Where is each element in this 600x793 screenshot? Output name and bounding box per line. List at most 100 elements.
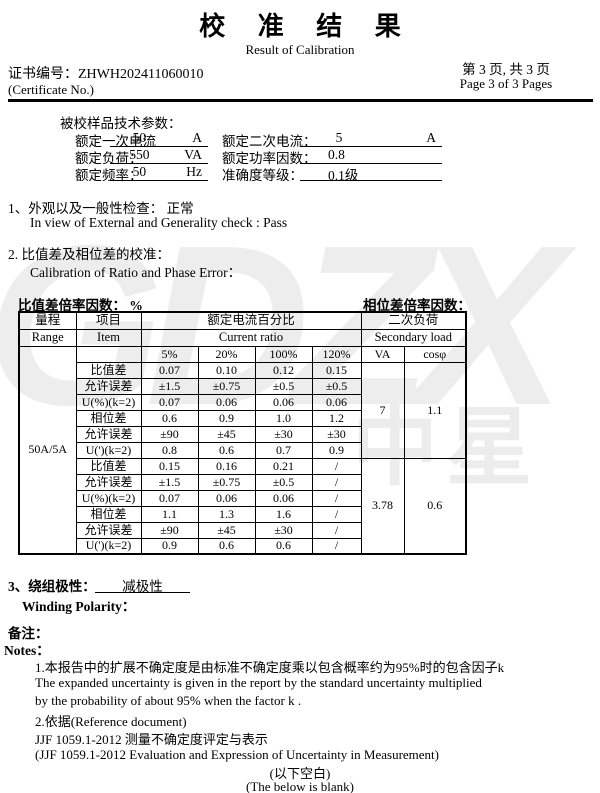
param-label: 额定频率： [75,168,143,183]
param-value: 50 [132,130,147,145]
percent-col-header: 5% [140,345,199,363]
percent-col-header: 100% [254,345,313,363]
param-label: 额定负荷： [75,151,143,166]
value-cell: 1.0 [254,409,313,427]
header-item-en: Item [75,328,142,347]
param-label: 准确度等级： [222,168,303,183]
table-row: U(%)(k=2) 0.07 0.06 0.06 / [19,489,466,507]
item-cell: 允许误差 [75,425,142,443]
certificate-number-label: 证书编号： [8,67,78,82]
value-cell: 0.16 [197,457,256,475]
value-cell: / [311,537,362,555]
header-range-zh: 量程 [18,311,77,330]
table-header-row-en: Range Item Current ratio Secondary load [18,328,467,347]
value-cell: ±30 [254,425,313,443]
note-line: (JJF 1059.1-2012 Evaluation and Expressi… [35,747,439,762]
value-cell: 0.6 [197,441,256,459]
value-cell: 0.21 [254,457,313,475]
param-value-line: 0.8 [300,147,442,164]
table-row: U(')(k=2) 0.8 0.6 0.7 0.9 [19,441,466,459]
section1-title-zh: 1、外观以及一般性检查： 正常 [8,201,194,216]
range-value-cell: 50A/5A [18,345,77,555]
value-cell: ±0.75 [197,473,256,491]
value-cell: 0.9 [197,409,256,427]
table-row: 允许误差 ±90 ±45 ±30 ±30 [19,425,466,443]
value-cell: 0.07 [140,393,199,411]
value-cell: 1.2 [311,409,362,427]
section1-title-en: In view of External and Generality check… [30,215,288,230]
value-cell: / [311,521,362,539]
param-unit: A [192,130,202,145]
blank-below-en: (The below is blank) [246,779,354,793]
param-value: 0.8 [328,147,345,162]
cos-col-header: cosφ [403,345,467,363]
item-cell: U(%)(k=2) [75,489,142,507]
value-cell: ±1.5 [140,377,199,395]
notes-label-en: Notes： [4,643,50,658]
certificate-number-label-en: (Certificate No.) [8,82,94,97]
value-cell: ±45 [197,425,256,443]
param-row: 额定负荷： 550 VA 额定功率因数： 0.8 [0,147,600,166]
param-unit: VA [184,147,202,162]
certificate-number-line: 证书编号：ZHWH202411060010 [8,63,203,83]
va-value-cell: 7 [360,361,405,459]
table-header-row-zh: 量程 项目 额定电流百分比 二次负荷 [18,311,467,330]
table-row: 相位差 1.1 1.3 1.6 / [19,505,466,523]
param-value: 50 [132,164,147,179]
value-cell: ±0.75 [197,377,256,395]
param-value: 5 [335,130,343,145]
value-cell: ±0.5 [254,377,313,395]
cos-value-cell: 0.6 [403,457,467,555]
table-percent-row: 50A/5A 5% 20% 100% 120% VA cosφ [18,345,467,555]
section3-title-en: Winding Polarity： [22,599,136,614]
item-cell: 相位差 [75,505,142,523]
item-cell: 允许误差 [75,377,142,395]
value-cell: / [311,457,362,475]
phase-factor-caption: 相位差倍率因数： [363,298,471,313]
value-cell: 0.06 [254,489,313,507]
value-cell: ±90 [140,521,199,539]
value-cell: 0.06 [197,393,256,411]
param-label: 额定二次电流： [222,134,317,149]
note-line: JJF 1059.1-2012 测量不确定度评定与表示 [35,732,268,747]
note-line: 1.本报告中的扩展不确定度是由标准不确定度乘以包含概率约为95%时的包含因子k [35,660,505,675]
param-value-line: 50 Hz [110,164,208,181]
item-cell: U(%)(k=2) [75,393,142,411]
table-row: 允许误差 ±1.5 ±0.75 ±0.5 / [19,473,466,491]
cos-value-cell: 1.1 [403,361,467,459]
value-cell: 0.12 [254,361,313,379]
table-row: 比值差 0.15 0.16 0.21 / 3.78 0.6 [19,457,467,555]
value-cell: 0.15 [140,457,199,475]
param-label: 额定一次电流 [75,134,156,149]
value-cell: 0.6 [254,537,313,555]
param-value-line: 0.1级 [300,164,442,183]
param-unit: Hz [186,164,202,179]
section3-title-zh: 3、绕组极性： [8,579,96,594]
calibration-table: 量程 项目 额定电流百分比 二次负荷 Range Item Current ra… [18,311,468,555]
empty-cell [75,345,142,363]
item-cell: U(')(k=2) [75,537,142,555]
value-cell: ±0.5 [254,473,313,491]
params-section-title: 被校样品技术参数： [60,116,182,131]
item-cell: 比值差 [75,457,142,475]
value-cell: / [311,489,362,507]
value-cell: 0.8 [140,441,199,459]
header-range-en: Range [18,328,77,347]
param-value-line: 50 A [110,130,208,147]
page-title: 校 准 结 果 [199,12,414,41]
value-cell: 1.1 [140,505,199,523]
value-cell: ±30 [311,425,362,443]
param-unit: A [426,130,436,145]
value-cell: 0.9 [140,537,199,555]
table-row: 允许误差 ±1.5 ±0.75 ±0.5 ±0.5 [19,377,466,395]
header-load-zh: 二次负荷 [360,311,467,330]
value-cell: / [311,505,362,523]
percent-col-header: 120% [311,345,362,363]
value-cell: 0.7 [254,441,313,459]
blank-below-zh: (以下空白) [269,766,331,781]
param-label: 额定功率因数： [222,151,317,166]
table-row: 比值差 0.07 0.10 0.12 0.15 7 1.1 [19,361,467,459]
value-cell: 0.07 [140,361,199,379]
